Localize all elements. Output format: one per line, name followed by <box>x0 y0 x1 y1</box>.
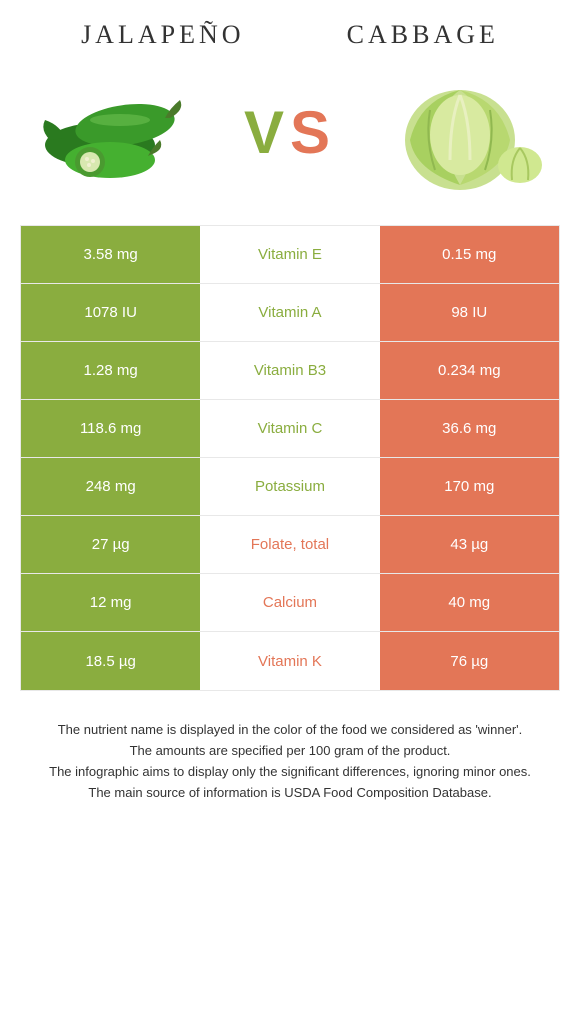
left-food-title: Jalapeño <box>81 20 244 50</box>
table-row: 248 mgPotassium170 mg <box>21 458 559 516</box>
table-row: 118.6 mgVitamin C36.6 mg <box>21 400 559 458</box>
cabbage-image <box>380 70 550 195</box>
footer-notes: The nutrient name is displayed in the co… <box>0 691 580 802</box>
footer-line-4: The main source of information is USDA F… <box>20 784 560 803</box>
table-row: 1.28 mgVitamin B30.234 mg <box>21 342 559 400</box>
footer-line-2: The amounts are specified per 100 gram o… <box>20 742 560 761</box>
table-row: 1078 IUVitamin A98 IU <box>21 284 559 342</box>
right-value-cell: 0.234 mg <box>380 342 559 399</box>
nutrient-name-cell: Potassium <box>200 458 379 515</box>
nutrient-name-cell: Calcium <box>200 574 379 631</box>
vs-label: VS <box>244 98 336 167</box>
left-value-cell: 12 mg <box>21 574 200 631</box>
right-value-cell: 98 IU <box>380 284 559 341</box>
nutrient-name-cell: Vitamin B3 <box>200 342 379 399</box>
table-row: 18.5 µgVitamin K76 µg <box>21 632 559 690</box>
left-value-cell: 27 µg <box>21 516 200 573</box>
left-value-cell: 118.6 mg <box>21 400 200 457</box>
nutrient-name-cell: Folate, total <box>200 516 379 573</box>
left-value-cell: 3.58 mg <box>21 226 200 283</box>
right-value-cell: 0.15 mg <box>380 226 559 283</box>
table-row: 12 mgCalcium40 mg <box>21 574 559 632</box>
jalapeno-image <box>30 70 200 195</box>
right-value-cell: 76 µg <box>380 632 559 690</box>
infographic-container: Jalapeño Cabbage VS <box>0 0 580 802</box>
footer-line-3: The infographic aims to display only the… <box>20 763 560 782</box>
right-value-cell: 170 mg <box>380 458 559 515</box>
nutrient-name-cell: Vitamin K <box>200 632 379 690</box>
left-value-cell: 248 mg <box>21 458 200 515</box>
table-row: 3.58 mgVitamin E0.15 mg <box>21 226 559 284</box>
right-value-cell: 40 mg <box>380 574 559 631</box>
nutrient-table: 3.58 mgVitamin E0.15 mg1078 IUVitamin A9… <box>20 225 560 691</box>
table-row: 27 µgFolate, total43 µg <box>21 516 559 574</box>
vs-v-letter: V <box>244 99 290 166</box>
left-value-cell: 1078 IU <box>21 284 200 341</box>
right-value-cell: 43 µg <box>380 516 559 573</box>
left-value-cell: 1.28 mg <box>21 342 200 399</box>
footer-line-1: The nutrient name is displayed in the co… <box>20 721 560 740</box>
right-value-cell: 36.6 mg <box>380 400 559 457</box>
left-value-cell: 18.5 µg <box>21 632 200 690</box>
nutrient-name-cell: Vitamin E <box>200 226 379 283</box>
vs-s-letter: S <box>290 99 336 166</box>
nutrient-name-cell: Vitamin A <box>200 284 379 341</box>
header-row: Jalapeño Cabbage <box>0 20 580 70</box>
right-food-title: Cabbage <box>347 20 499 50</box>
images-row: VS <box>0 70 580 225</box>
nutrient-name-cell: Vitamin C <box>200 400 379 457</box>
